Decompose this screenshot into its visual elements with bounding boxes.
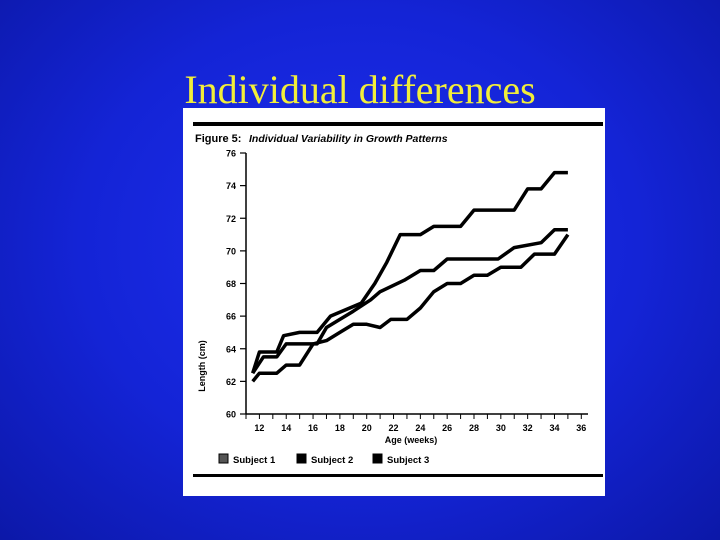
x-tick-label: 34 <box>549 423 559 433</box>
x-tick-label: 28 <box>469 423 479 433</box>
y-tick-label: 72 <box>226 214 236 224</box>
x-tick-label: 22 <box>389 423 399 433</box>
x-tick-label: 16 <box>308 423 318 433</box>
x-tick-label: 32 <box>523 423 533 433</box>
figure-label: Figure 5: <box>195 133 241 145</box>
slide-title: Individual differences <box>184 67 536 112</box>
x-tick-label: 24 <box>415 423 425 433</box>
y-tick-label: 60 <box>226 410 236 420</box>
y-tick-label: 66 <box>226 312 236 322</box>
figure-top-rule <box>193 122 603 126</box>
x-tick-label: 30 <box>496 423 506 433</box>
y-tick-label: 76 <box>226 149 236 159</box>
y-tick-label: 68 <box>226 279 236 289</box>
legend-label-2: Subject 2 <box>311 455 353 466</box>
figure-bottom-rule <box>193 474 603 477</box>
legend-swatch-2 <box>296 453 307 464</box>
y-tick-label: 74 <box>226 181 236 191</box>
y-tick-label: 64 <box>226 344 236 354</box>
y-tick-label: 70 <box>226 246 236 256</box>
x-tick-label: 20 <box>362 423 372 433</box>
chart-title: Individual Variability in Growth Pattern… <box>249 133 448 145</box>
figure-panel: Figure 5: Individual Variability in Grow… <box>183 108 605 496</box>
x-tick-label: 14 <box>281 423 291 433</box>
x-tick-label: 36 <box>576 423 586 433</box>
y-tick-label: 62 <box>226 377 236 387</box>
legend-label-1: Subject 1 <box>233 455 276 466</box>
x-tick-label: 12 <box>254 423 264 433</box>
series-line-3 <box>251 233 570 383</box>
x-tick-label: 26 <box>442 423 452 433</box>
growth-chart: Figure 5: Individual Variability in Grow… <box>193 122 603 477</box>
legend-swatch-1 <box>218 453 229 464</box>
series-line-1 <box>251 170 568 374</box>
series-line-2 <box>251 227 568 375</box>
x-axis-label: Age (weeks) <box>385 435 438 445</box>
legend-swatch-3 <box>372 453 383 464</box>
x-tick-label: 18 <box>335 423 345 433</box>
y-axis-label: Length (cm) <box>197 340 207 392</box>
legend-label-3: Subject 3 <box>387 455 429 466</box>
